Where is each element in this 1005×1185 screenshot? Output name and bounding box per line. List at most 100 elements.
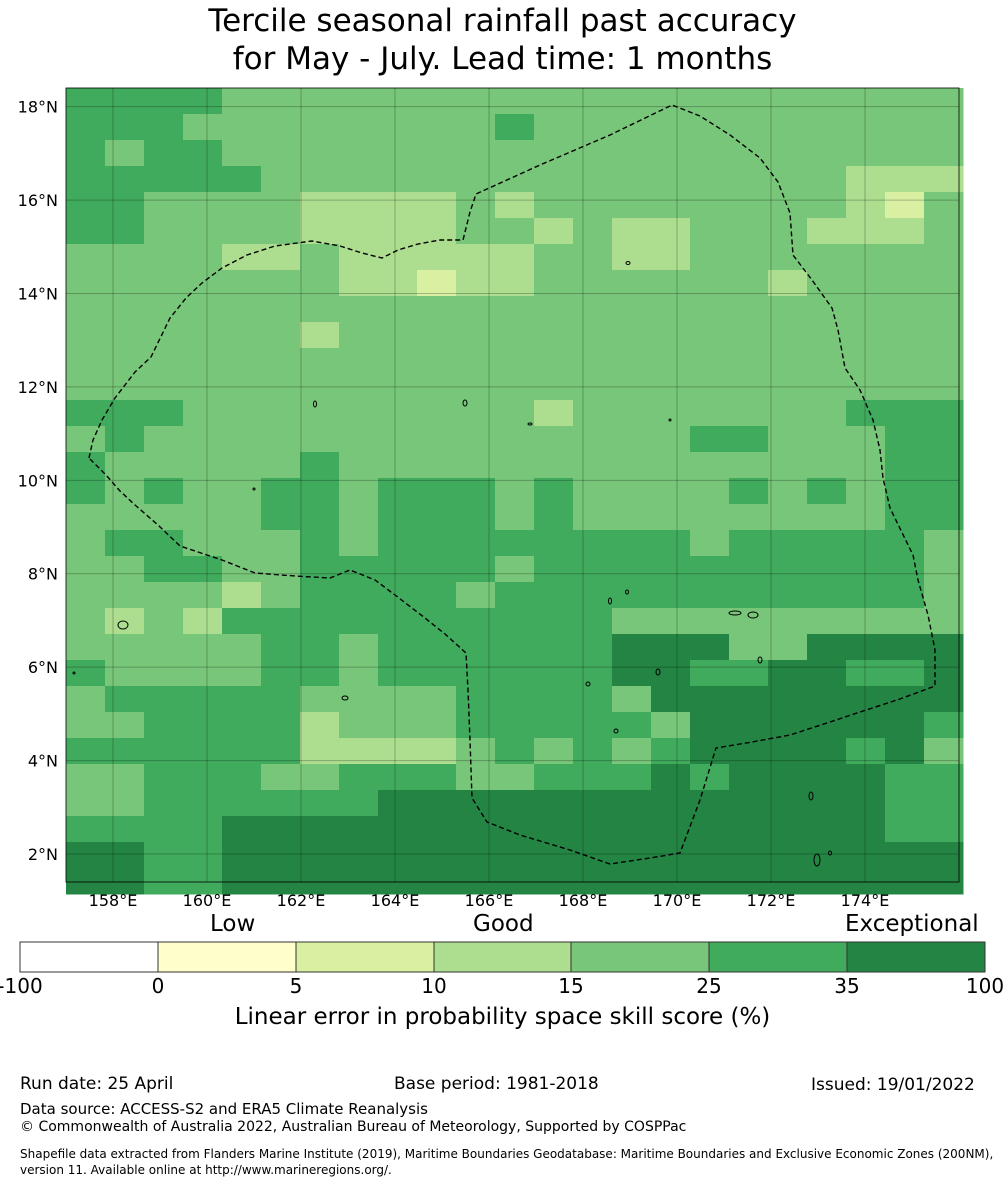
skill-cell — [807, 660, 847, 687]
skill-cell — [339, 530, 379, 557]
skill-cell — [222, 842, 262, 869]
skill-cell — [846, 88, 886, 115]
skill-cell — [768, 114, 808, 141]
skill-cell — [495, 114, 535, 141]
skill-cell — [846, 868, 886, 895]
skill-cell — [885, 816, 925, 843]
skill-cell — [846, 816, 886, 843]
skill-cell — [573, 88, 613, 115]
skill-cell — [807, 192, 847, 219]
shapefile-credit-2: version 11. Available online at http://w… — [20, 1163, 392, 1177]
skill-cell — [183, 478, 223, 505]
title-line-1: Tercile seasonal rainfall past accuracy — [208, 3, 797, 39]
skill-cell — [534, 868, 574, 895]
skill-cell — [417, 374, 457, 401]
skill-cell — [612, 244, 652, 271]
skill-cell — [729, 868, 769, 895]
skill-cell — [66, 634, 106, 661]
colorbar-tick: 100 — [965, 974, 1005, 998]
skill-cell — [651, 426, 691, 453]
title-line-2: for May - July. Lead time: 1 months — [232, 41, 773, 77]
shapefile-credit-1: Shapefile data extracted from Flanders M… — [20, 1147, 994, 1161]
skill-cell — [66, 218, 106, 245]
skill-cell — [339, 114, 379, 141]
skill-cell — [729, 842, 769, 869]
skill-cell — [456, 218, 496, 245]
skill-cell — [261, 452, 301, 479]
skill-cell — [807, 374, 847, 401]
skill-cell — [573, 270, 613, 297]
skill-cell — [924, 114, 964, 141]
skill-cell — [768, 244, 808, 271]
skill-cell — [495, 530, 535, 557]
skill-cell — [339, 868, 379, 895]
skill-cell — [456, 530, 496, 557]
skill-cell — [339, 244, 379, 271]
skill-cell — [846, 270, 886, 297]
skill-cell — [222, 582, 262, 609]
skill-cell — [573, 686, 613, 713]
skill-cell — [144, 166, 184, 193]
skill-cell — [378, 374, 418, 401]
skill-cell — [690, 348, 730, 375]
skill-cell — [807, 582, 847, 609]
skill-cell — [456, 582, 496, 609]
skill-cell — [144, 582, 184, 609]
skill-cell — [846, 322, 886, 349]
skill-cell — [924, 140, 964, 167]
skill-cell — [417, 348, 457, 375]
skill-cell — [105, 842, 145, 869]
skill-cell — [183, 400, 223, 427]
skill-cell — [651, 816, 691, 843]
skill-cell — [573, 530, 613, 557]
skill-cell — [807, 764, 847, 791]
island-outline — [613, 728, 619, 734]
skill-cell — [183, 348, 223, 375]
skill-cell — [183, 218, 223, 245]
skill-cell — [534, 634, 574, 661]
skill-cell — [651, 764, 691, 791]
skill-cell — [261, 296, 301, 323]
skill-cell — [261, 556, 301, 583]
skill-cell — [66, 504, 106, 531]
skill-cell — [144, 816, 184, 843]
skill-cell — [924, 374, 964, 401]
skill-cell — [300, 478, 340, 505]
skill-cell — [417, 582, 457, 609]
latitude-label: 16°N — [18, 191, 58, 210]
skill-cell — [378, 166, 418, 193]
skill-cell — [690, 738, 730, 765]
skill-cell — [183, 764, 223, 791]
colorbar-segment — [570, 941, 710, 973]
skill-cell — [690, 816, 730, 843]
colorbar-segment — [157, 941, 297, 973]
skill-cell — [924, 868, 964, 895]
skill-cell — [183, 634, 223, 661]
skill-cell — [924, 88, 964, 115]
skill-cell — [339, 348, 379, 375]
skill-cell — [66, 192, 106, 219]
skill-cell — [222, 764, 262, 791]
skill-cell — [534, 192, 574, 219]
skill-cell — [105, 166, 145, 193]
skill-cell — [846, 244, 886, 271]
skill-cell — [924, 556, 964, 583]
skill-cell — [183, 244, 223, 271]
skill-cell — [378, 140, 418, 167]
skill-cell — [378, 88, 418, 115]
skill-cell — [456, 426, 496, 453]
skill-cell — [534, 114, 574, 141]
skill-cell — [261, 478, 301, 505]
skill-cell — [339, 270, 379, 297]
skill-cell — [66, 114, 106, 141]
latitude-label: 12°N — [18, 378, 58, 397]
skill-cell — [222, 634, 262, 661]
skill-cell — [768, 478, 808, 505]
skill-cell — [456, 868, 496, 895]
skill-cell — [222, 270, 262, 297]
skill-cell — [456, 244, 496, 271]
skill-cell — [846, 582, 886, 609]
skill-cell — [456, 348, 496, 375]
eez-boundary — [88, 104, 936, 865]
skill-cell — [573, 868, 613, 895]
